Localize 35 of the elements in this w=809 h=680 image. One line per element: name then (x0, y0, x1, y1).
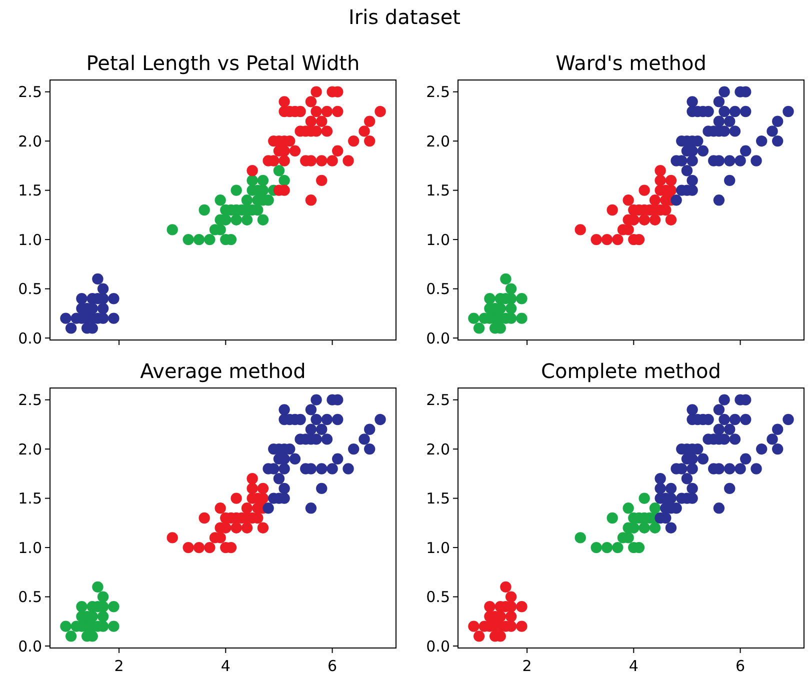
chart-title: Complete method (541, 359, 721, 383)
chart-title: Petal Length vs Petal Width (86, 51, 360, 75)
y-tick-label: 1.5 (18, 182, 42, 200)
y-tick-label: 2.0 (18, 440, 42, 458)
y-tick-label: 1.5 (18, 490, 42, 508)
y-tick-label: 1.0 (18, 230, 42, 249)
y-tick-label: 2.5 (426, 391, 450, 410)
x-tick-label: 2 (522, 657, 532, 675)
y-tick-label: 0.0 (18, 637, 42, 656)
y-tick-label: 0.5 (18, 280, 42, 298)
y-tick-label: 0.0 (426, 329, 450, 348)
chart-title: Ward's method (556, 51, 706, 75)
y-tick-label: 0.5 (426, 588, 450, 606)
x-tick-label: 6 (736, 657, 746, 675)
y-tick-label: 0.0 (18, 329, 42, 348)
x-tick-label: 2 (114, 657, 124, 675)
y-tick-label: 1.0 (426, 538, 450, 557)
y-tick-label: 1.5 (426, 182, 450, 200)
chart-title: Average method (140, 359, 306, 383)
y-tick-label: 1.0 (426, 230, 450, 249)
y-tick-label: 0.5 (426, 280, 450, 298)
x-tick-label: 4 (220, 657, 230, 675)
x-tick-label: 4 (628, 657, 638, 675)
y-tick-label: 0.5 (18, 588, 42, 606)
y-tick-label: 0.0 (426, 637, 450, 656)
y-tick-label: 2.5 (426, 83, 450, 102)
y-tick-label: 1.0 (18, 538, 42, 557)
y-tick-label: 2.0 (426, 132, 450, 150)
y-tick-label: 2.0 (426, 440, 450, 458)
y-tick-label: 1.5 (426, 490, 450, 508)
y-tick-label: 2.5 (18, 391, 42, 410)
text: Iris dataset (348, 5, 461, 29)
x-tick-label: 6 (328, 657, 338, 675)
y-tick-label: 2.5 (18, 83, 42, 102)
y-tick-label: 2.0 (18, 132, 42, 150)
